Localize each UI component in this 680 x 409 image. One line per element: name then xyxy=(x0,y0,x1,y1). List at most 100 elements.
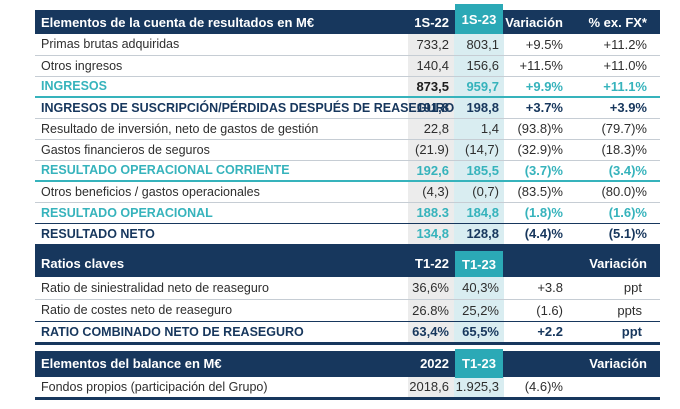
value-t123: 1.925,3 xyxy=(454,376,504,400)
value-variacion: (32.9)% xyxy=(504,139,565,161)
balance-header-title: Elementos del balance en M€ xyxy=(35,350,408,377)
value-1s22: 134,8 xyxy=(408,223,454,244)
value-ex-fx: +11.1% xyxy=(565,76,660,98)
table-row: Fondos propios (participación del Grupo)… xyxy=(35,376,660,400)
value-1s23: 198,8 xyxy=(454,97,504,119)
value-1s22: 192,6 xyxy=(408,160,454,182)
value-ex-fx: (79.7)% xyxy=(565,118,660,140)
value-variacion: (1.6) xyxy=(504,299,565,322)
table-row: Resultado de inversión, neto de gastos d… xyxy=(35,118,660,140)
row-label: Resultado de inversión, neto de gastos d… xyxy=(35,118,408,140)
column-header-variacion: Variación xyxy=(504,244,660,277)
value-variacion: +2.2 xyxy=(504,321,565,345)
value-variacion: +3.7% xyxy=(504,97,565,119)
value-t123: 65,5% xyxy=(454,321,504,345)
row-label: Ratio de costes neto de reaseguro xyxy=(35,299,408,322)
table-row-subtotal: INGRESOS DE SUSCRIPCIÓN/PÉRDIDAS DESPUÉS… xyxy=(35,97,660,119)
value-variacion: +11.5% xyxy=(504,55,565,77)
value-unit: ppt xyxy=(565,277,660,300)
ratios-header-title: Ratios claves xyxy=(35,244,408,277)
row-label: RESULTADO OPERACIONAL CORRIENTE xyxy=(35,160,408,182)
value-ex-fx: (1.6)% xyxy=(565,202,660,224)
value-1s23: (0,7) xyxy=(454,181,504,203)
value-ex-fx: (5.1)% xyxy=(608,226,647,242)
column-header-badge-1s23: 1S-23 xyxy=(455,4,503,34)
value-1s22: 22,8 xyxy=(408,118,454,140)
row-label: INGRESOS xyxy=(35,76,408,98)
value-ex-fx: +11.0% xyxy=(565,55,660,77)
value-1s22: 733,2 xyxy=(408,34,454,56)
table-row-subtotal: INGRESOS 873,5 959,7 +9.9% +11.1% xyxy=(35,76,660,98)
value-t122: 36,6% xyxy=(408,277,454,300)
value-1s22: 140,4 xyxy=(408,55,454,77)
value-ex-fx: +11.2% xyxy=(565,34,660,56)
value-1s23: 184,8 xyxy=(454,202,504,224)
column-header-t122: T1-22 xyxy=(408,244,454,277)
financial-report: Elementos de la cuenta de resultados en … xyxy=(35,4,660,400)
value-ex-fx: (3.4)% xyxy=(565,160,660,182)
value-t123: 25,2% xyxy=(454,299,504,322)
income-statement-table: Elementos de la cuenta de resultados en … xyxy=(35,4,660,244)
column-header-1s23: 1S-23 xyxy=(454,4,504,34)
table-row: Otros ingresos 140,4 156,6 +11.5% +11.0% xyxy=(35,55,660,77)
value-ex-fx: +3.9% xyxy=(565,97,660,119)
value-t122: 26.8% xyxy=(408,299,454,322)
table-row-subtotal: RESULTADO OPERACIONAL 188.3 184,8 (1.8)%… xyxy=(35,202,660,224)
column-header-variacion: Variación xyxy=(504,10,565,34)
table-row-total: RESULTADO NETO 134,8 128,8 (4.4)% (5.1)% xyxy=(35,223,660,244)
value-ex-fx: (80.0)% xyxy=(565,181,660,203)
table-row: Primas brutas adquiridas 733,2 803,1 +9.… xyxy=(35,34,660,56)
value-variacion: (1.8)% xyxy=(504,202,565,224)
column-header-t123: T1-23 xyxy=(454,244,504,277)
table-row: Gastos financieros de seguros (21.9) (14… xyxy=(35,139,660,161)
row-label: RESULTADO NETO xyxy=(41,226,155,241)
value-variacion: +9.9% xyxy=(504,76,565,98)
table-row: Otros beneficios / gastos operacionales … xyxy=(35,181,660,203)
row-label: RESULTADO OPERACIONAL xyxy=(35,202,408,224)
value-t122: 63,4% xyxy=(408,321,454,345)
column-header-1s22: 1S-22 xyxy=(408,10,454,34)
value-1s23: 959,7 xyxy=(454,76,504,98)
value-variacion: (4.4)% xyxy=(524,226,563,242)
value-variacion: (3.7)% xyxy=(504,160,565,182)
value-2022: 2018,6 xyxy=(408,376,454,400)
value-unit: ppts xyxy=(565,299,660,322)
income-header-title: Elementos de la cuenta de resultados en … xyxy=(35,10,408,34)
value-1s22: (4,3) xyxy=(408,181,454,203)
row-label: Fondos propios (participación del Grupo) xyxy=(35,376,408,400)
column-header-badge-t123: T1-23 xyxy=(455,251,503,277)
value-1s23: (14,7) xyxy=(454,139,504,161)
value-variacion: +9.5% xyxy=(504,34,565,56)
value-1s23: 156,6 xyxy=(454,55,504,77)
column-header-t123: T1-23 xyxy=(454,348,504,378)
value-variacion: (93.8)% xyxy=(504,118,565,140)
table-row-subtotal: RESULTADO OPERACIONAL CORRIENTE 192,6 18… xyxy=(35,160,660,182)
column-header-badge-t123: T1-23 xyxy=(455,348,503,378)
row-label: Otros beneficios / gastos operacionales xyxy=(35,181,408,203)
value-1s23: 185,5 xyxy=(454,160,504,182)
table-row-total: RATIO COMBINADO NETO DE REASEGURO 63,4% … xyxy=(35,321,660,345)
column-header-ex-fx: % ex. FX* xyxy=(565,10,660,34)
value-1s23: 1,4 xyxy=(454,118,504,140)
value-variacion: (83.5)% xyxy=(504,181,565,203)
value-1s22: (21.9) xyxy=(408,139,454,161)
value-variacion: (4.6)% xyxy=(504,376,565,400)
ratios-table-header: Ratios claves T1-22 T1-23 Variación xyxy=(35,244,660,277)
row-label: INGRESOS DE SUSCRIPCIÓN/PÉRDIDAS DESPUÉS… xyxy=(35,97,454,119)
table-row: Ratio de siniestralidad neto de reasegur… xyxy=(35,277,660,300)
key-ratios-table: Ratios claves T1-22 T1-23 Variación Rati… xyxy=(35,244,660,345)
value-1s22: 188.3 xyxy=(408,202,454,224)
income-table-header: Elementos de la cuenta de resultados en … xyxy=(35,4,660,34)
row-label: Primas brutas adquiridas xyxy=(35,34,408,56)
column-header-2022: 2022 xyxy=(408,350,454,377)
value-unit: ppt xyxy=(565,321,660,345)
value-1s22: 191,8 xyxy=(408,97,454,119)
value-t123: 40,3% xyxy=(454,277,504,300)
row-label: Gastos financieros de seguros xyxy=(35,139,408,161)
value-unit xyxy=(565,376,660,400)
balance-table-header: Elementos del balance en M€ 2022 T1-23 V… xyxy=(35,348,660,378)
value-1s23: 803,1 xyxy=(454,34,504,56)
value-1s22: 873,5 xyxy=(408,76,454,98)
value-variacion: +3.8 xyxy=(504,277,565,300)
row-label: Otros ingresos xyxy=(35,55,408,77)
